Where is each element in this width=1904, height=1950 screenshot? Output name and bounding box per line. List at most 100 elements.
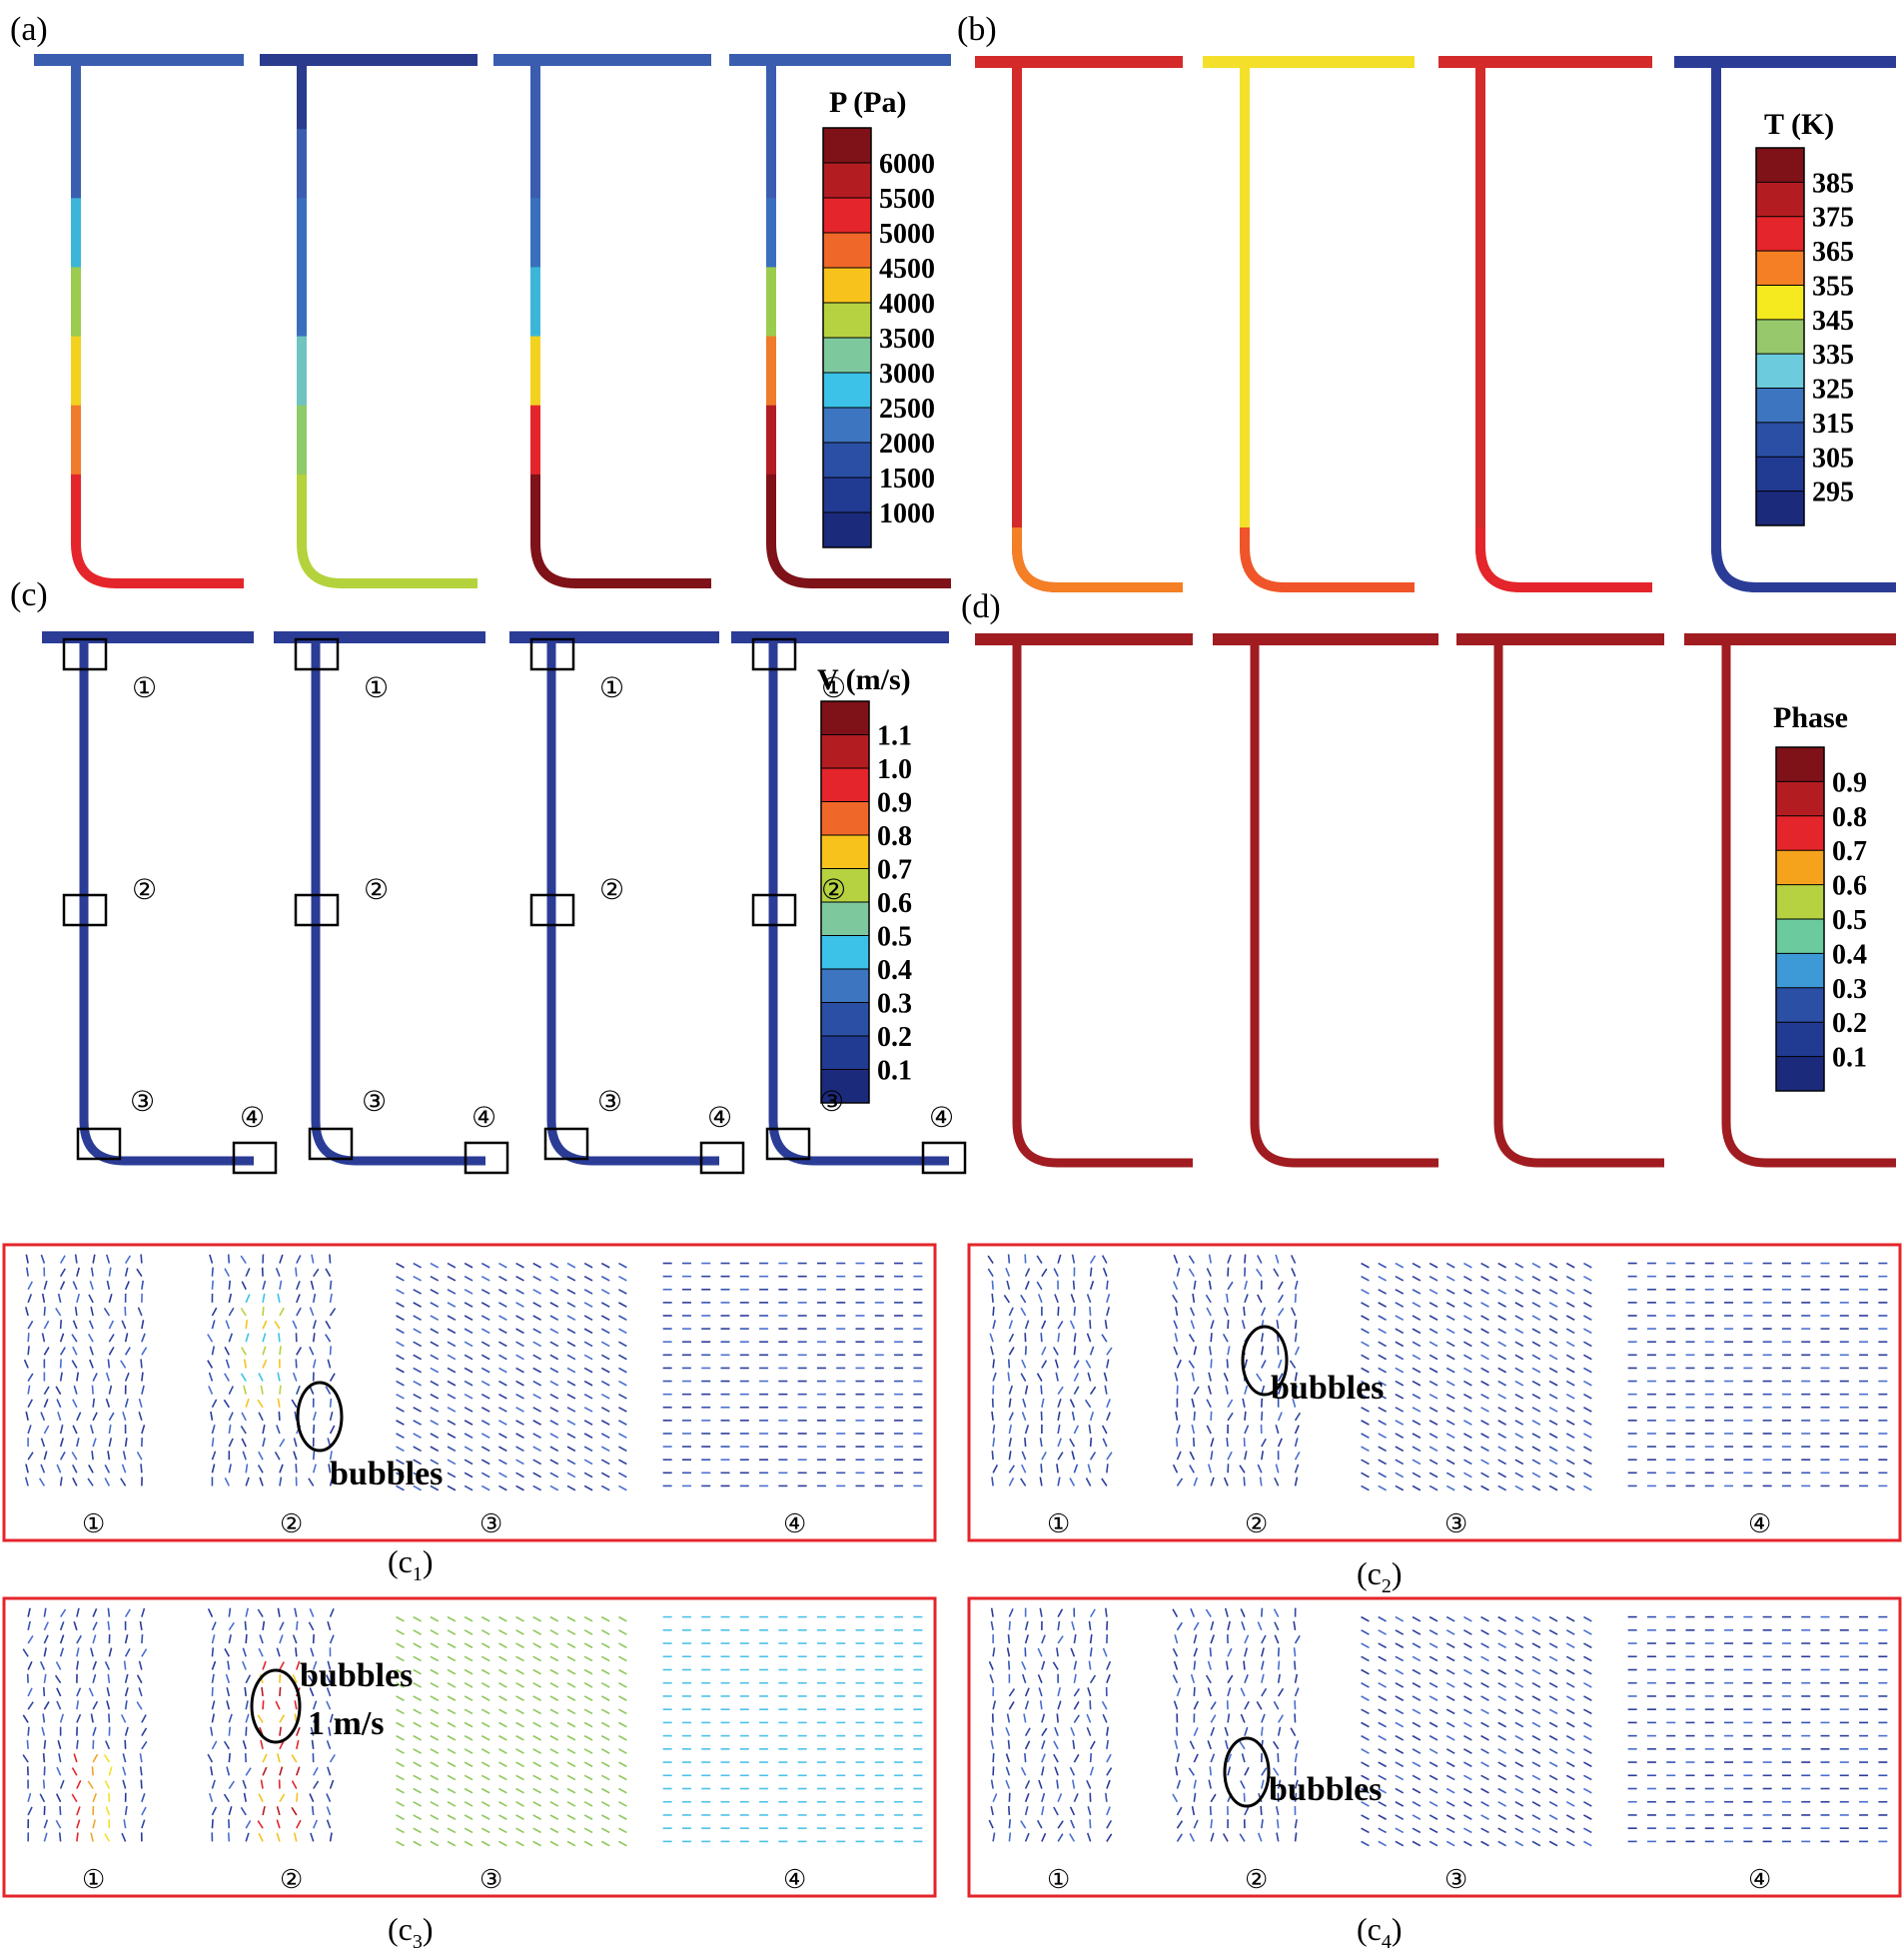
vector-arrow [1531, 1484, 1541, 1491]
vector-arrow [1463, 1761, 1472, 1768]
vector-arrow [1480, 1774, 1489, 1781]
vector-arrow [141, 1385, 145, 1395]
vector-arrow [92, 1793, 98, 1803]
colorbar-swatch [1756, 354, 1804, 390]
vector-arrow [990, 1739, 994, 1749]
vector-arrow [211, 1451, 217, 1461]
vector-arrow [566, 1433, 576, 1440]
vector-arrow [1089, 1740, 1096, 1750]
vector-arrow [108, 1347, 115, 1356]
vector-arrow [73, 1753, 78, 1763]
vector-arrow [1290, 1255, 1297, 1264]
vector-arrow [1294, 1819, 1298, 1829]
vector-arrow [1073, 1360, 1080, 1369]
vector-arrow [532, 1682, 541, 1688]
probe-box [464, 1141, 509, 1175]
colorbar-tick-label: 2000 [879, 429, 935, 460]
vector-arrow [1583, 1275, 1592, 1282]
vector-arrow [1548, 1289, 1558, 1295]
vector-arrow [583, 1420, 593, 1426]
vector-arrow [279, 1254, 284, 1264]
vector-arrow [1412, 1262, 1422, 1269]
vector-arrow [120, 1713, 127, 1723]
vector-arrow [498, 1484, 507, 1491]
colorbar-swatch [823, 128, 871, 164]
vector-arrow [1210, 1793, 1217, 1803]
vector-arrow [1275, 1425, 1280, 1435]
vector-arrow [498, 1748, 507, 1754]
vector-arrow [1378, 1814, 1387, 1820]
vector-arrow [1497, 1629, 1506, 1635]
vector-arrow [1497, 1302, 1506, 1308]
vector-arrow [1412, 1420, 1422, 1426]
vector-arrow [208, 1386, 214, 1395]
colorbar-tick-label: 335 [1812, 340, 1854, 371]
vector-arrow [1361, 1801, 1370, 1807]
vector-arrow [1583, 1814, 1592, 1820]
colorbar-swatch [823, 373, 871, 409]
pipe-segment [71, 474, 81, 544]
vector-arrow [549, 1341, 559, 1348]
vector-arrow [245, 1398, 250, 1409]
vector-arrow [295, 1463, 298, 1473]
vector-arrow [396, 1262, 405, 1269]
vector-arrow [89, 1359, 94, 1369]
vector-arrow [242, 1451, 247, 1461]
vector-arrow [1583, 1302, 1592, 1308]
vector-arrow [72, 1399, 78, 1409]
vector-arrow [1497, 1840, 1506, 1847]
vector-arrow [1428, 1629, 1438, 1635]
phase-pipe [1684, 633, 1896, 1168]
vector-arrow [618, 1801, 627, 1807]
vector-arrow [1395, 1315, 1405, 1322]
vector-arrow [309, 1793, 315, 1803]
vector-arrow [1531, 1787, 1541, 1794]
vector-arrow [447, 1629, 457, 1635]
vector-arrow [1294, 1660, 1297, 1670]
vector-arrow [1024, 1740, 1031, 1750]
probe-label: ③ [819, 1087, 844, 1118]
vector-arrow [226, 1687, 231, 1697]
vector-arrow [59, 1608, 67, 1618]
vector-arrow [515, 1302, 524, 1308]
inset-c4-text: bubbles [1223, 1736, 1382, 1808]
vector-arrow [1463, 1682, 1472, 1688]
vector-arrow [1514, 1302, 1524, 1308]
vector-arrow [566, 1629, 576, 1635]
vector-arrow [583, 1748, 593, 1754]
vector-arrow [136, 1268, 143, 1278]
vector-arrow [480, 1774, 490, 1781]
vector-arrow [58, 1832, 62, 1842]
vector-arrow [618, 1642, 627, 1649]
vector-arrow [76, 1438, 80, 1448]
vector-arrow [618, 1668, 627, 1675]
vector-arrow [73, 1621, 78, 1631]
inset-region-label: ① [1047, 1865, 1070, 1894]
vector-arrow [1531, 1814, 1541, 1820]
vector-arrow [480, 1446, 490, 1453]
vector-arrow [566, 1840, 576, 1847]
vector-arrow [72, 1477, 78, 1486]
vector-arrow [1175, 1411, 1179, 1422]
vector-arrow [262, 1766, 268, 1776]
vector-arrow [1190, 1320, 1196, 1330]
vector-arrow [1412, 1289, 1422, 1295]
vector-arrow [106, 1700, 111, 1710]
vector-arrow [600, 1761, 610, 1768]
vector-arrow [1395, 1642, 1405, 1649]
vector-arrow [312, 1412, 317, 1422]
vector-arrow [242, 1779, 247, 1789]
vector-arrow [1412, 1484, 1422, 1491]
vector-arrow [1225, 1739, 1229, 1750]
vector-arrow [498, 1380, 507, 1387]
vector-arrow [464, 1407, 474, 1413]
vector-arrow [1069, 1806, 1076, 1816]
vector-arrow [89, 1346, 94, 1356]
vector-arrow [262, 1700, 265, 1710]
vector-arrow [1583, 1393, 1592, 1400]
vector-arrow [1294, 1412, 1302, 1422]
vector-arrow [396, 1420, 405, 1426]
vector-arrow [1497, 1774, 1506, 1781]
colorbar-swatch [1756, 285, 1804, 321]
vector-arrow [618, 1354, 627, 1361]
